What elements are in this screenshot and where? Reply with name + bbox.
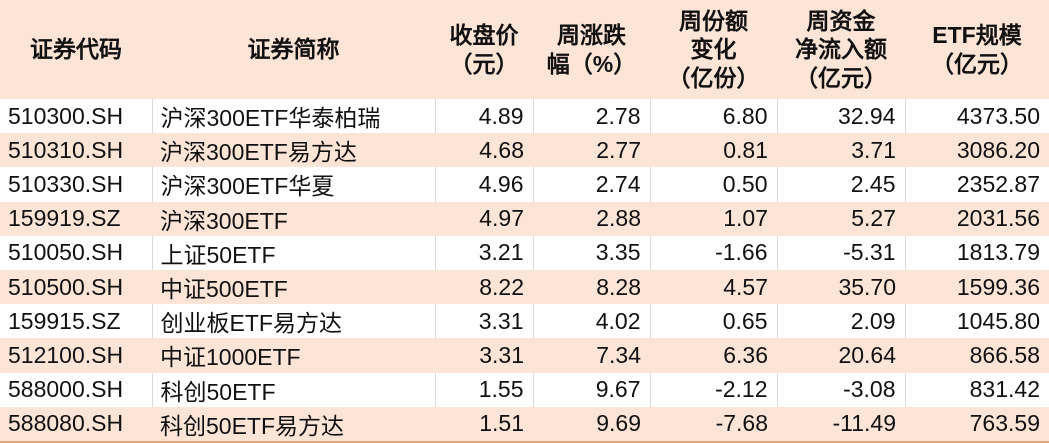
cell-net-inflow: 32.94: [777, 99, 906, 134]
cell-close: 8.22: [479, 273, 524, 300]
cell-net-inflow: -5.31: [777, 235, 906, 270]
cell-code: 588000.SH: [0, 372, 153, 407]
cell-change-pct: 2.88: [596, 205, 641, 232]
table-row: 510330.SH 沪深300ETF华夏 4.96 2.74 0.50 2.45…: [0, 167, 1049, 202]
cell-scale: 866.58: [969, 341, 1040, 368]
cell-name: 上证50ETF: [152, 235, 436, 270]
cell-scale: 2352.87: [956, 170, 1040, 197]
cell-net-inflow: 35.70: [838, 273, 896, 300]
cell-code: 512100.SH: [8, 341, 124, 368]
table-row: 512100.SH 中证1000ETF 3.31 7.34 6.36 20.64…: [0, 338, 1049, 373]
table-row: 510310.SH 沪深300ETF易方达 4.68 2.77 0.81 3.7…: [0, 133, 1049, 168]
cell-share-change: 0.81: [723, 136, 768, 163]
cell-name: 科创50ETF: [152, 372, 436, 407]
column-header-close: 收盘价 （元）: [435, 0, 533, 99]
cell-scale: 763.59: [969, 410, 1040, 437]
cell-name: 中证1000ETF: [160, 344, 301, 371]
cell-code: 510310.SH: [8, 136, 124, 163]
table-row: 510300.SH 沪深300ETF华泰柏瑞 4.89 2.78 6.80 32…: [0, 99, 1049, 134]
cell-close: 3.31: [479, 341, 524, 368]
column-header-name: 证券简称: [152, 0, 435, 99]
cell-change-pct: 9.69: [596, 410, 641, 437]
cell-share-change: 6.36: [723, 341, 768, 368]
cell-code: 510330.SH: [0, 167, 153, 202]
cell-name: 沪深300ETF易方达: [160, 139, 357, 166]
cell-scale: 1045.80: [956, 307, 1040, 334]
cell-name: 科创50ETF易方达: [160, 412, 345, 439]
cell-close: 3.31: [435, 304, 534, 339]
cell-scale: 831.42: [969, 376, 1040, 403]
cell-close: 3.21: [435, 235, 534, 270]
cell-share-change: -1.66: [650, 235, 778, 270]
cell-change-pct: 4.02: [533, 304, 651, 339]
cell-name: 沪深300ETF华夏: [152, 167, 436, 202]
cell-scale: 4373.50: [956, 102, 1040, 129]
table-row: 510500.SH 中证500ETF 8.22 8.28 4.57 35.70 …: [0, 269, 1049, 305]
cell-net-inflow: 20.64: [838, 341, 896, 368]
cell-code: 510300.SH: [0, 99, 153, 134]
cell-net-inflow: 3.71: [851, 136, 896, 163]
cell-share-change: 1.07: [723, 205, 768, 232]
cell-net-inflow: -3.08: [777, 372, 906, 407]
cell-share-change: -2.12: [650, 372, 778, 407]
cell-net-inflow: 2.45: [777, 167, 906, 202]
cell-close: 4.97: [479, 205, 524, 232]
cell-close: 4.96: [435, 167, 534, 202]
cell-name: 创业板ETF易方达: [152, 304, 436, 339]
table-header: 证券代码 证券简称 收盘价 （元） 周涨跌 幅（%） 周份额 变化 （亿份） 周…: [0, 0, 1049, 99]
cell-scale: 3086.20: [956, 136, 1040, 163]
cell-share-change: 6.80: [650, 99, 778, 134]
column-header-scale: ETF规模 （亿元）: [905, 0, 1049, 99]
table-body: 510300.SH 沪深300ETF华泰柏瑞 4.89 2.78 6.80 32…: [0, 99, 1049, 442]
column-header-change-pct: 周涨跌 幅（%）: [533, 0, 650, 99]
cell-code: 510500.SH: [8, 273, 124, 300]
table-row: 588080.SH 科创50ETF易方达 1.51 9.69 -7.68 -11…: [0, 406, 1049, 442]
table-row: 159915.SZ 创业板ETF易方达 3.31 4.02 0.65 2.09 …: [0, 304, 1049, 339]
cell-code: 159915.SZ: [0, 304, 153, 339]
cell-change-pct: 8.28: [596, 273, 641, 300]
column-header-net-inflow: 周资金 净流入额 （亿元）: [777, 0, 905, 99]
column-header-share-change: 周份额 变化 （亿份）: [650, 0, 777, 99]
cell-change-pct: 9.67: [533, 372, 651, 407]
cell-net-inflow: 5.27: [851, 205, 896, 232]
table-row: 159919.SZ 沪深300ETF 4.97 2.88 1.07 5.27 2…: [0, 201, 1049, 236]
cell-close: 1.51: [479, 410, 524, 437]
cell-code: 510050.SH: [0, 235, 153, 270]
cell-net-inflow: 2.09: [777, 304, 906, 339]
cell-name: 沪深300ETF华泰柏瑞: [152, 99, 436, 134]
table-row: 588000.SH 科创50ETF 1.55 9.67 -2.12 -3.08 …: [0, 372, 1049, 407]
cell-change-pct: 7.34: [596, 341, 641, 368]
column-header-code: 证券代码: [0, 0, 152, 99]
cell-close: 1.55: [435, 372, 534, 407]
table-row: 510050.SH 上证50ETF 3.21 3.35 -1.66 -5.31 …: [0, 235, 1049, 270]
cell-name: 沪深300ETF: [160, 207, 288, 234]
cell-share-change: -7.68: [715, 410, 768, 437]
cell-close: 4.68: [479, 136, 524, 163]
cell-scale: 2031.56: [956, 205, 1040, 232]
cell-share-change: 0.50: [650, 167, 778, 202]
cell-net-inflow: -11.49: [832, 410, 896, 437]
cell-share-change: 4.57: [723, 273, 768, 300]
cell-name: 中证500ETF: [160, 276, 288, 303]
cell-scale: 1599.36: [956, 273, 1040, 300]
cell-code: 159919.SZ: [8, 205, 121, 232]
cell-code: 588080.SH: [8, 410, 124, 437]
cell-change-pct: 2.77: [596, 136, 641, 163]
cell-change-pct: 2.74: [533, 167, 651, 202]
cell-scale: 1813.79: [956, 239, 1040, 266]
cell-change-pct: 3.35: [533, 235, 651, 270]
cell-change-pct: 2.78: [533, 99, 651, 134]
cell-close: 4.89: [435, 99, 534, 134]
cell-share-change: 0.65: [650, 304, 778, 339]
header-row: 证券代码 证券简称 收盘价 （元） 周涨跌 幅（%） 周份额 变化 （亿份） 周…: [0, 0, 1049, 99]
